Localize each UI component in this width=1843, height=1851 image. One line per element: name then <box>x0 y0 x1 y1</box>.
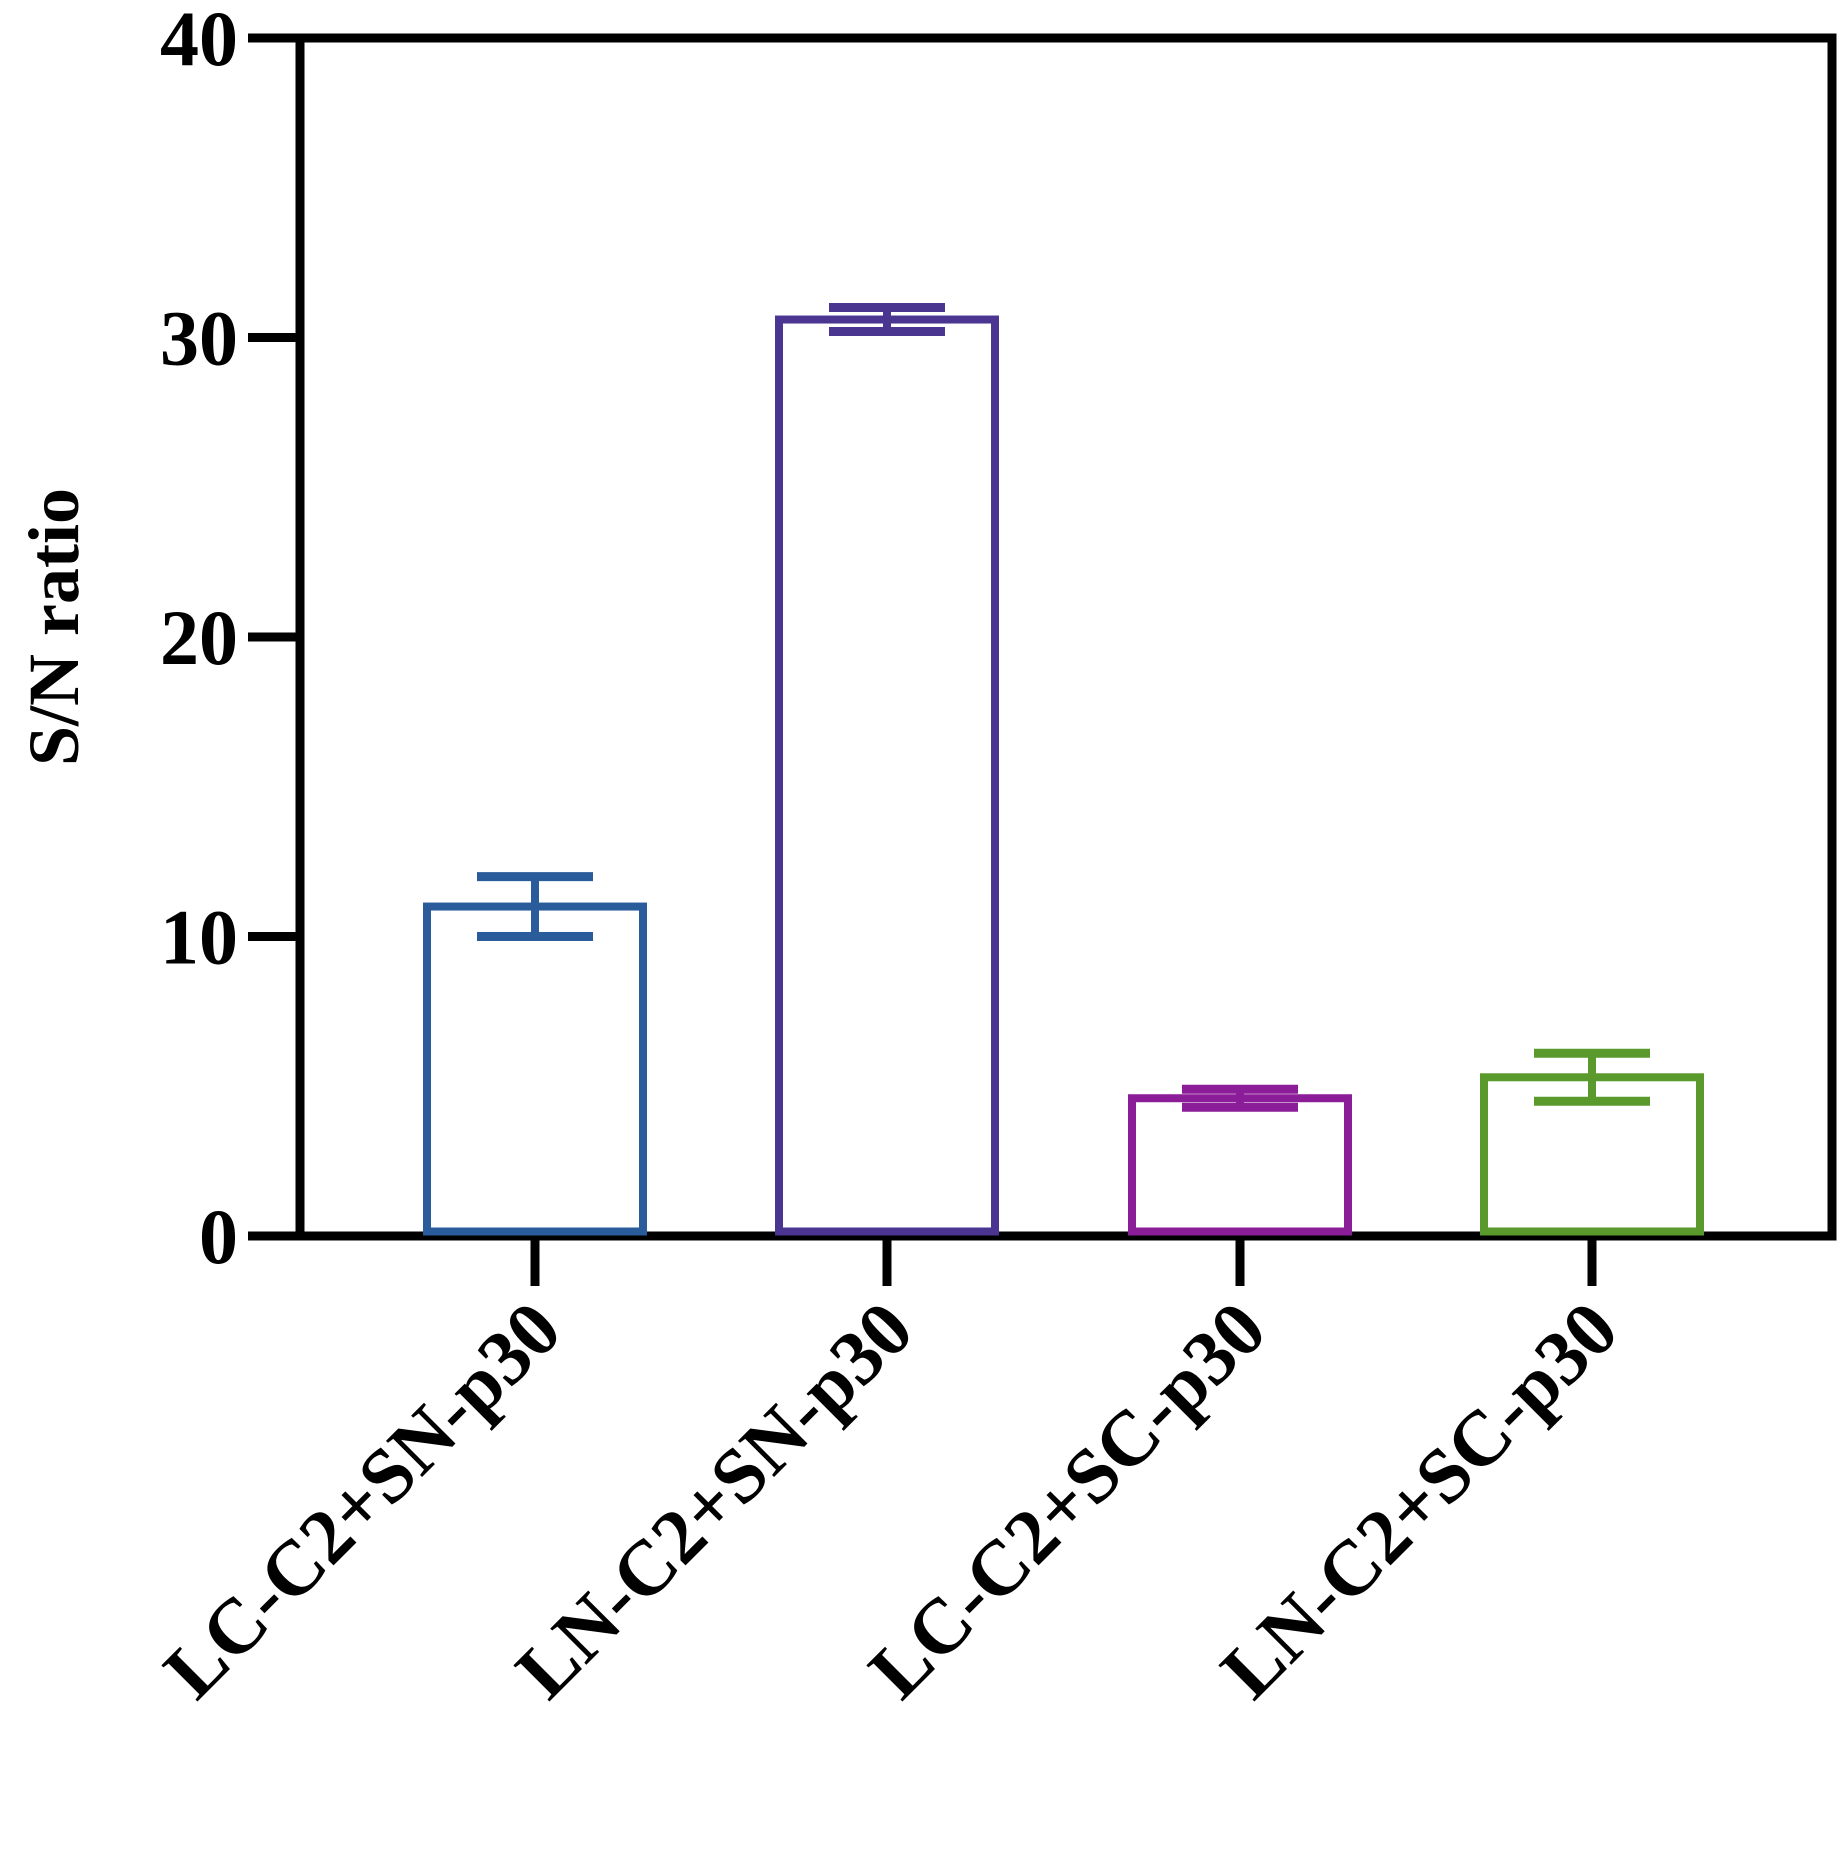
y-tick-label-20: 20 <box>160 594 238 681</box>
x-axis: LC-C2+SN-p30LN-C2+SN-p30LC-C2+SC-p30LN-C… <box>147 1236 1634 1715</box>
bars <box>423 315 1704 1236</box>
bar-LC-C2+SC-p30 <box>1128 1094 1352 1236</box>
bar-LC-C2+SN-p30 <box>423 902 647 1236</box>
y-tick-label-10: 10 <box>160 894 238 981</box>
bar-LN-C2+SN-p30 <box>775 315 999 1236</box>
y-tick-label-0: 0 <box>199 1193 238 1280</box>
y-axis: 0 10 20 30 40 <box>160 0 300 1280</box>
y-axis-title: S/N ratio <box>14 488 94 766</box>
y-tick-label-40: 40 <box>160 0 238 82</box>
error-bars <box>477 303 1650 1112</box>
y-tick-label-30: 30 <box>160 295 238 382</box>
